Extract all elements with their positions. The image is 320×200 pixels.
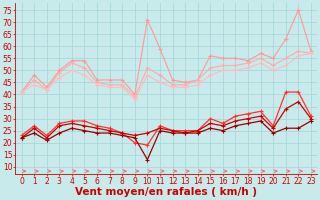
- X-axis label: Vent moyen/en rafales ( km/h ): Vent moyen/en rafales ( km/h ): [75, 187, 257, 197]
